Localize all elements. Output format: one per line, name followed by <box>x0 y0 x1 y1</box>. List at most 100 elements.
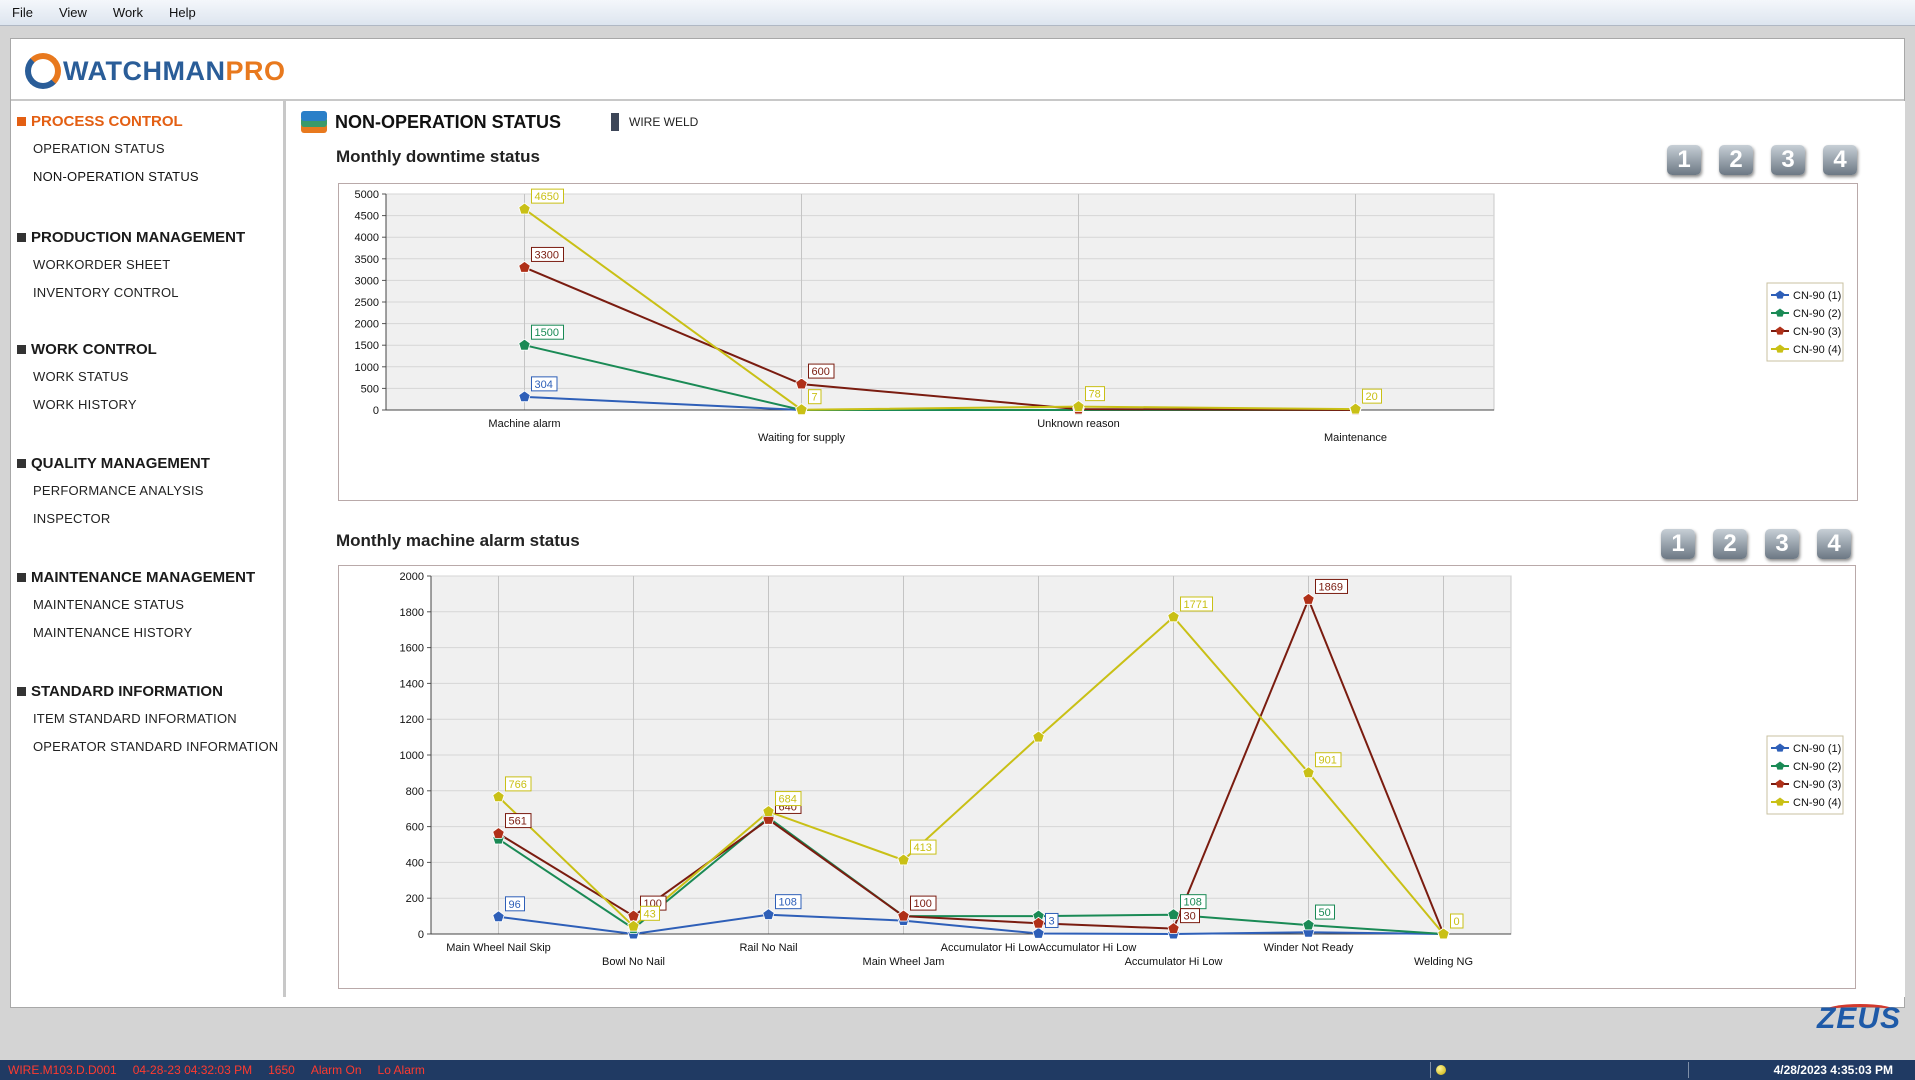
y-tick-label: 0 <box>418 929 424 941</box>
status-bar: WIRE.M103.D.D001 04-28-23 04:32:03 PM 16… <box>0 1060 1915 1080</box>
section-bullet-icon <box>17 687 26 696</box>
data-point <box>492 790 505 803</box>
data-label-box <box>505 776 532 792</box>
page-button-1[interactable]: 1 <box>1667 145 1701 175</box>
y-tick-label: 1500 <box>355 340 379 352</box>
data-label: 96 <box>509 899 521 911</box>
sidebar-section-label: QUALITY MANAGEMENT <box>31 455 210 472</box>
page-button-2[interactable]: 2 <box>1713 529 1747 559</box>
page-button-3[interactable]: 3 <box>1771 145 1805 175</box>
status-datetime: 4/28/2023 4:35:03 PM <box>1773 1063 1893 1077</box>
x-tick-label: Bowl No Nail <box>602 956 665 968</box>
status-indicator-icon <box>1436 1065 1446 1075</box>
y-tick-label: 4000 <box>355 232 379 244</box>
y-tick-label: 1600 <box>400 643 424 655</box>
sidebar-section-work-control[interactable]: WORK CONTROL <box>17 341 157 358</box>
data-label: 304 <box>535 379 553 391</box>
data-label: 1500 <box>535 327 559 339</box>
logo-text: WATCHMANPRO <box>63 56 285 87</box>
zeus-arc-icon <box>1825 1004 1895 1018</box>
sidebar-item-non-operation-status[interactable]: NON-OPERATION STATUS <box>33 169 199 184</box>
sidebar-section-label: MAINTENANCE MANAGEMENT <box>31 569 256 586</box>
data-label: 1771 <box>1184 599 1208 611</box>
sidebar-item-inventory-control[interactable]: INVENTORY CONTROL <box>33 285 179 300</box>
data-point <box>1302 918 1315 931</box>
data-label-box <box>1045 912 1059 928</box>
data-label: 1869 <box>1319 581 1343 593</box>
y-tick-label: 2000 <box>400 571 424 583</box>
x-tick-label: Accumulator Hi LowAccumulator Hi Low <box>941 942 1137 954</box>
data-label: 600 <box>812 366 830 378</box>
page-button-4[interactable]: 4 <box>1823 145 1857 175</box>
menu-bar: File View Work Help <box>0 0 1915 26</box>
sidebar-section-quality-management[interactable]: QUALITY MANAGEMENT <box>17 455 210 472</box>
sidebar-item-operation-status[interactable]: OPERATION STATUS <box>33 141 165 156</box>
data-point <box>492 827 505 839</box>
x-tick-label: Machine alarm <box>488 418 560 430</box>
sidebar-item-maintenance-status[interactable]: MAINTENANCE STATUS <box>33 597 185 612</box>
sidebar-section-production-management[interactable]: PRODUCTION MANAGEMENT <box>17 229 245 246</box>
data-label: 684 <box>779 794 797 806</box>
sidebar-section-label: STANDARD INFORMATION <box>31 683 223 700</box>
legend-label: CN-90 (2) <box>1793 761 1841 773</box>
legend-label: CN-90 (2) <box>1793 308 1841 320</box>
legend-marker-icon <box>1775 326 1785 335</box>
data-label-box <box>640 905 660 921</box>
page-title: NON-OPERATION STATUS <box>335 111 561 132</box>
logo-mark-icon <box>25 53 61 89</box>
logo-main: WATCHMAN <box>63 55 226 86</box>
machine-tag-icon <box>611 113 619 131</box>
data-label: 3300 <box>535 249 559 261</box>
data-label-box <box>1315 578 1348 594</box>
page-buttons-top: 1 2 3 4 <box>1649 145 1857 175</box>
sidebar-section-maintenance-management[interactable]: MAINTENANCE MANAGEMENT <box>17 569 255 586</box>
page-button-2[interactable]: 2 <box>1719 145 1753 175</box>
data-point <box>518 260 531 273</box>
sidebar-item-performance-analysis[interactable]: PERFORMANCE ANALYSIS <box>33 483 204 498</box>
data-label: 30 <box>1184 911 1196 923</box>
chart-title-machine-alarm: Monthly machine alarm status <box>336 531 580 550</box>
menu-file[interactable]: File <box>12 5 33 20</box>
data-label-box <box>1450 913 1464 929</box>
chart-box-machine-alarm: 0 200 400 600 800 1000 1200 1400 1600 1800 2000 Mai… <box>338 565 1856 989</box>
legend-label: CN-90 (4) <box>1793 344 1841 356</box>
sidebar-item-workorder-sheet[interactable]: WORKORDER SHEET <box>33 257 171 272</box>
y-tick-label: 3000 <box>355 275 379 287</box>
sidebar-item-item-standard-information[interactable]: ITEM STANDARD INFORMATION <box>33 711 237 726</box>
sidebar-section-standard-information[interactable]: STANDARD INFORMATION <box>17 683 223 700</box>
data-point <box>1032 730 1045 743</box>
x-tick-label: Winder Not Ready <box>1264 942 1354 954</box>
data-label: 4650 <box>535 191 559 203</box>
data-label-box <box>1315 904 1335 920</box>
sidebar-item-operator-standard-information[interactable]: OPERATOR STANDARD INFORMATION <box>33 739 279 754</box>
data-label-box <box>1315 752 1342 768</box>
data-label: 108 <box>1184 897 1202 909</box>
page-button-4[interactable]: 4 <box>1817 529 1851 559</box>
data-label-box <box>910 839 937 855</box>
menu-work[interactable]: Work <box>112 5 144 20</box>
status-alarm-level: Lo Alarm <box>377 1063 425 1077</box>
status-separator <box>1430 1062 1431 1078</box>
sidebar-section-label: PROCESS CONTROL <box>31 113 183 130</box>
page-button-1[interactable]: 1 <box>1661 529 1695 559</box>
sidebar-section-process-control[interactable]: PROCESS CONTROL <box>17 113 183 130</box>
data-point <box>1349 402 1362 415</box>
data-label: 0 <box>1454 916 1460 928</box>
data-label-box <box>1180 908 1200 924</box>
sidebar-item-work-history[interactable]: WORK HISTORY <box>33 397 137 412</box>
menu-view[interactable]: View <box>58 5 87 20</box>
menu-help[interactable]: Help <box>169 5 196 20</box>
data-label: 3 <box>1049 915 1055 927</box>
sidebar-item-maintenance-history[interactable]: MAINTENANCE HISTORY <box>33 625 193 640</box>
data-point <box>492 910 505 923</box>
sidebar-item-inspector[interactable]: INSPECTOR <box>33 511 111 526</box>
sidebar-item-work-status[interactable]: WORK STATUS <box>33 369 129 384</box>
data-label-box <box>505 813 532 829</box>
legend-marker-icon <box>1775 779 1785 788</box>
watchmanpro-logo: WATCHMANPRO <box>25 51 285 91</box>
page-button-3[interactable]: 3 <box>1765 529 1799 559</box>
data-label-box <box>808 363 835 379</box>
section-bullet-icon <box>17 233 26 242</box>
data-point <box>795 377 808 390</box>
sidebar: PROCESS CONTROL OPERATION STATUS NON-OPE… <box>11 101 286 997</box>
